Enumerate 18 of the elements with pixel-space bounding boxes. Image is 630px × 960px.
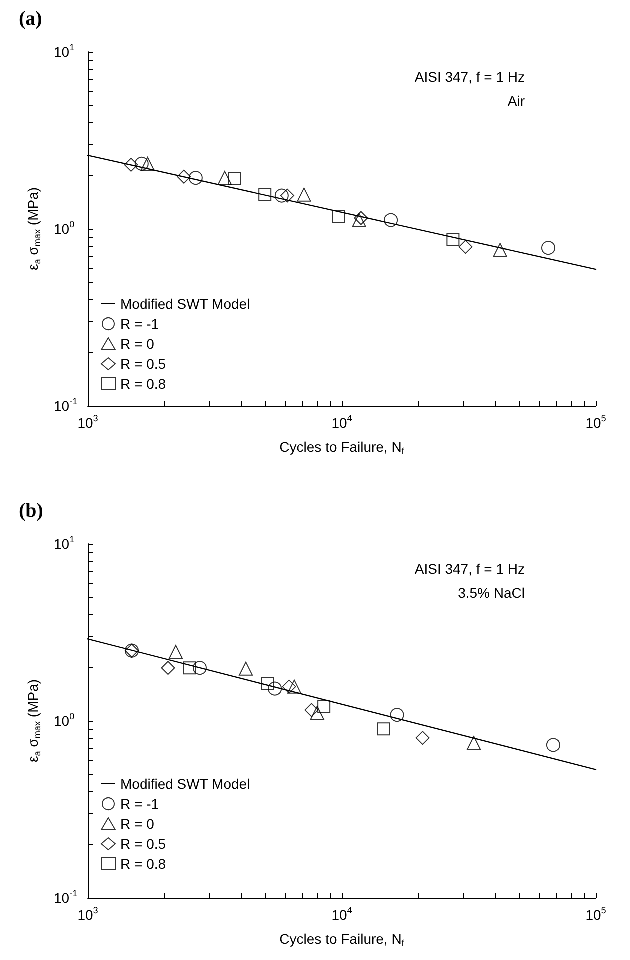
legend-label: R = 0.5 <box>120 836 166 852</box>
y-axis-title: εa σmax (MPa) <box>25 679 42 763</box>
annotation: 3.5% NaCl <box>458 585 526 601</box>
annotation: AISI 347, f = 1 Hz <box>414 561 526 577</box>
legend-label: R = 0 <box>120 336 155 352</box>
annotation: Air <box>508 93 526 109</box>
legend-label: R = 0.5 <box>120 356 166 372</box>
legend-label: R = 0.8 <box>120 856 166 872</box>
y-axis-title: εa σmax (MPa) <box>25 187 42 271</box>
chart-title: (a) <box>19 8 42 30</box>
legend-label: R = -1 <box>120 796 160 812</box>
annotation: AISI 347, f = 1 Hz <box>414 69 526 85</box>
legend-label: R = 0 <box>120 816 155 832</box>
legend-label: Modified SWT Model <box>120 296 250 312</box>
chart-title: (b) <box>19 500 44 522</box>
legend-label: R = -1 <box>120 316 160 332</box>
legend-label: R = 0.8 <box>120 376 166 392</box>
legend-label: Modified SWT Model <box>120 776 250 792</box>
